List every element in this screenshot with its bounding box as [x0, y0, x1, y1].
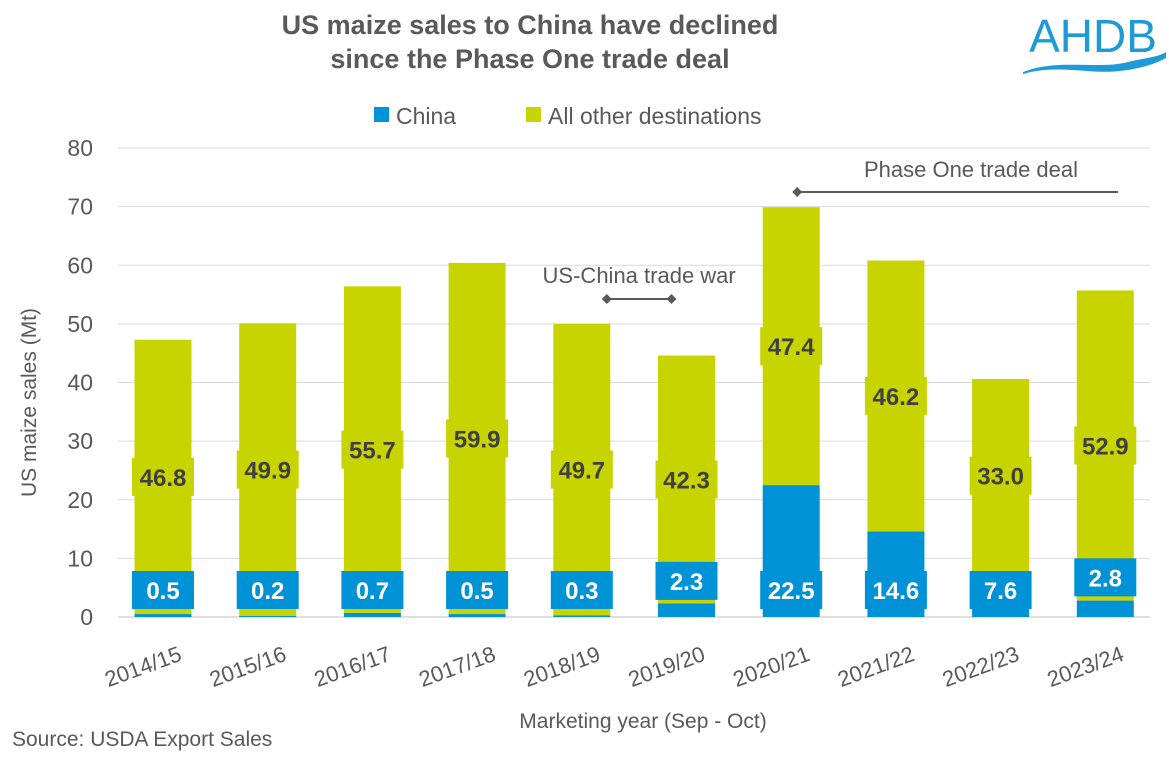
diamond-marker-icon	[666, 294, 677, 304]
data-label-china: 0.5	[460, 578, 493, 605]
data-label-china: 0.5	[146, 578, 179, 605]
data-label-china: 14.6	[873, 578, 920, 605]
data-label-box-other	[655, 460, 718, 499]
x-tick-label: 2020/21	[730, 641, 813, 692]
diamond-marker-icon	[601, 294, 612, 304]
ahdb-logo: AHDB	[1023, 10, 1166, 74]
data-label-box-other	[864, 376, 927, 415]
data-label-other: 55.7	[349, 438, 396, 465]
data-label-box-other	[760, 327, 823, 366]
y-tick-label: 0	[80, 604, 93, 630]
y-tick-label: 80	[67, 135, 93, 161]
y-tick-label: 10	[67, 545, 93, 571]
x-tick-label: 2023/24	[1044, 641, 1127, 692]
data-label-china: 0.7	[356, 578, 389, 605]
data-label-box-china	[969, 571, 1032, 609]
data-label-other: 52.9	[1082, 434, 1129, 461]
y-tick-label: 40	[67, 370, 93, 396]
data-label-box-china	[1074, 558, 1137, 597]
data-label-other: 46.8	[140, 465, 187, 492]
x-tick-label: 2022/23	[939, 641, 1022, 692]
bar-china	[1076, 600, 1134, 617]
svg-text:AHDB: AHDB	[1029, 10, 1157, 62]
bar-china	[553, 615, 611, 617]
data-label-china: 0.3	[565, 578, 598, 605]
data-label-china: 22.5	[768, 578, 815, 605]
data-label-other: 49.9	[244, 458, 291, 485]
data-label-china: 2.3	[670, 569, 703, 596]
x-tick-label: 2019/20	[625, 641, 708, 692]
data-label-box-china	[446, 571, 509, 609]
data-label-box-china	[864, 571, 927, 609]
bar-china	[448, 614, 506, 617]
data-label-box-china	[132, 571, 194, 609]
legend-swatch	[374, 107, 389, 122]
data-label-other: 47.4	[768, 334, 815, 361]
data-label-box-other	[1074, 426, 1137, 465]
x-tick-label: 2015/16	[206, 641, 289, 692]
x-tick-label: 2014/15	[101, 641, 184, 692]
data-label-china: 7.6	[984, 578, 1017, 605]
x-axis-label: Marketing year (Sep - Oct)	[519, 710, 766, 733]
x-tick-label: 2021/22	[834, 641, 917, 692]
legend-swatch	[526, 107, 541, 122]
y-axis-label: US maize sales (Mt)	[18, 308, 41, 497]
title-line-1: US maize sales to China have declined	[281, 10, 779, 40]
data-label-box-other	[969, 456, 1032, 495]
data-label-box-china	[760, 571, 823, 609]
legend-label: All other destinations	[548, 103, 762, 129]
data-label-box-china	[341, 571, 404, 609]
title-line-2: since the Phase One trade deal	[330, 44, 730, 74]
y-tick-label: 70	[67, 194, 93, 220]
y-tick-label: 60	[67, 252, 93, 278]
data-label-other: 33.0	[977, 464, 1024, 491]
data-label-china: 0.2	[251, 578, 284, 605]
x-tick-label: 2018/19	[520, 641, 603, 692]
data-label-box-other	[341, 430, 404, 469]
y-tick-label: 30	[67, 428, 93, 454]
bar-china	[134, 614, 192, 617]
y-tick-label: 20	[67, 487, 93, 513]
source-note: Source: USDA Export Sales	[12, 728, 273, 751]
data-label-other: 42.3	[663, 468, 710, 495]
data-label-other: 49.7	[558, 458, 605, 485]
chart-title: US maize sales to China have declined si…	[150, 8, 910, 76]
data-label-box-other	[550, 450, 613, 489]
bar-china	[343, 612, 401, 617]
legend-label: China	[396, 103, 456, 129]
data-label-box-china	[550, 571, 613, 609]
data-label-other: 46.2	[873, 384, 920, 411]
annotation-text: US-China trade war	[543, 263, 736, 288]
diamond-marker-icon	[792, 187, 803, 197]
data-label-box-other	[236, 450, 299, 489]
data-label-other: 59.9	[454, 426, 501, 453]
bar-china	[239, 615, 297, 617]
data-label-box-china	[655, 561, 718, 600]
x-tick-label: 2016/17	[311, 641, 394, 692]
annotation-text: Phase One trade deal	[864, 157, 1078, 182]
data-label-box-china	[236, 571, 299, 609]
y-tick-label: 50	[67, 311, 93, 337]
data-label-box-other	[132, 457, 194, 496]
data-label-china: 2.8	[1089, 565, 1122, 592]
data-label-box-other	[446, 419, 509, 458]
x-tick-label: 2017/18	[416, 641, 499, 692]
bar-china	[658, 603, 715, 617]
